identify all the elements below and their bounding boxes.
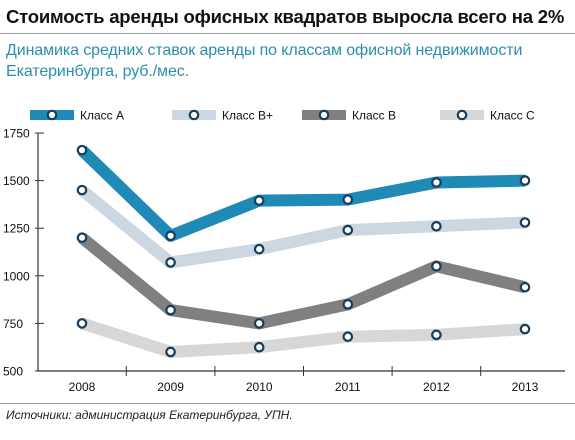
data-point bbox=[342, 194, 354, 205]
data-point bbox=[519, 281, 531, 293]
series-lines bbox=[77, 145, 527, 358]
legend-marker bbox=[456, 109, 468, 121]
data-point bbox=[165, 257, 176, 268]
data-point bbox=[342, 299, 354, 310]
series-line-1 bbox=[77, 145, 526, 242]
legend-label: Класс В+ bbox=[222, 109, 273, 123]
data-point bbox=[165, 230, 176, 242]
data-point bbox=[431, 329, 442, 341]
data-point bbox=[431, 220, 442, 232]
legend-label: Класс В bbox=[352, 109, 396, 123]
chart-title: Стоимость аренды офисных квадратов вырос… bbox=[6, 6, 565, 27]
data-point bbox=[76, 318, 88, 329]
chart-subtitle: Динамика средних ставок аренды по класса… bbox=[6, 42, 523, 80]
data-point bbox=[253, 341, 265, 353]
legend-label: Класс С bbox=[490, 109, 535, 123]
y-tick-label: 1250 bbox=[3, 222, 30, 236]
x-tick-label: 2008 bbox=[69, 380, 96, 394]
data-point bbox=[76, 232, 88, 244]
x-tick-label: 2012 bbox=[423, 380, 450, 394]
title-divider bbox=[0, 33, 575, 34]
data-point bbox=[76, 144, 88, 156]
data-point bbox=[76, 184, 88, 196]
x-tick-label: 2009 bbox=[157, 380, 184, 394]
legend-marker bbox=[46, 109, 58, 121]
x-tick-label: 2013 bbox=[512, 380, 539, 394]
data-point-markers bbox=[76, 144, 531, 358]
data-point bbox=[253, 195, 265, 206]
data-point bbox=[253, 318, 265, 329]
y-tick-label: 1750 bbox=[3, 127, 30, 141]
series-line-3 bbox=[78, 233, 527, 330]
legend-marker bbox=[188, 109, 200, 121]
x-tick-label: 2011 bbox=[335, 380, 361, 394]
data-point bbox=[431, 177, 442, 188]
y-tick-label: 1000 bbox=[3, 269, 30, 283]
series-line-4 bbox=[80, 317, 526, 358]
data-point bbox=[431, 260, 442, 272]
y-tick-label: 750 bbox=[3, 317, 23, 331]
data-point bbox=[165, 346, 176, 358]
legend: Класс А Класс В+ Класс В Класс С bbox=[30, 109, 535, 123]
data-point bbox=[342, 331, 354, 343]
source-note: Источники: администрация Екатеринбурга, … bbox=[6, 408, 293, 422]
data-point bbox=[165, 304, 176, 316]
data-point bbox=[519, 175, 531, 186]
y-tick-label: 500 bbox=[3, 365, 23, 379]
legend-marker bbox=[318, 109, 330, 121]
chart-axes: 1750 1500 1250 1000 750 500 2008 2009 2010 2011 20… bbox=[3, 127, 565, 394]
data-point bbox=[519, 323, 531, 335]
y-tick-label: 1500 bbox=[3, 174, 30, 188]
legend-label: Класс А bbox=[80, 109, 124, 123]
x-tick-label: 2010 bbox=[246, 380, 273, 394]
data-point bbox=[253, 243, 265, 255]
data-point bbox=[342, 224, 354, 236]
source-divider bbox=[0, 403, 575, 404]
data-point bbox=[519, 217, 531, 228]
series-line-2 bbox=[78, 185, 526, 269]
